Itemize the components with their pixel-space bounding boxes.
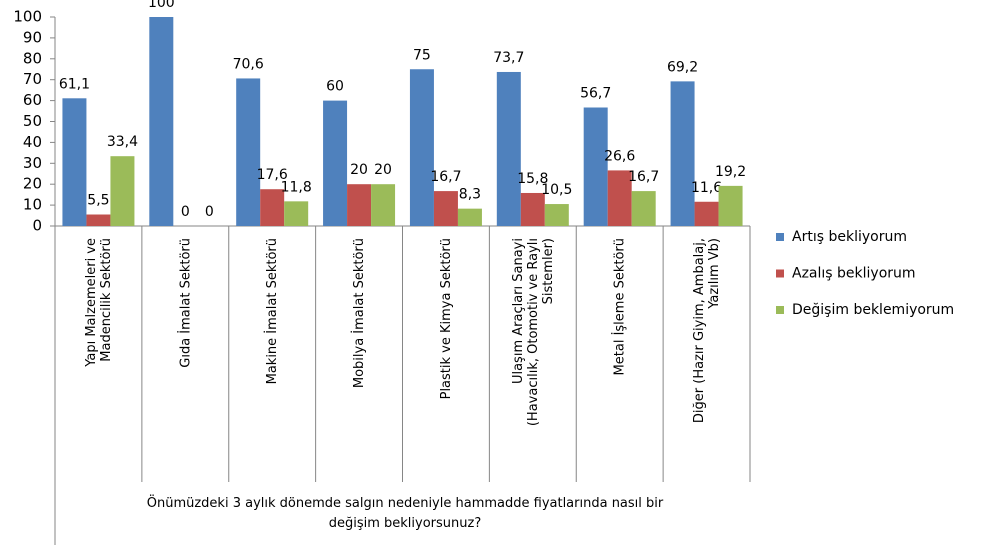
value-label: 100 xyxy=(148,0,175,11)
bar xyxy=(409,69,434,226)
bar xyxy=(433,191,458,226)
bar xyxy=(670,81,695,226)
x-tick-label: Makine İmalat Sektörü xyxy=(264,238,280,384)
value-label: 8,3 xyxy=(459,187,481,203)
bar xyxy=(631,191,656,226)
value-label: 69,2 xyxy=(667,59,698,75)
legend-swatch xyxy=(776,306,784,314)
value-label: 0 xyxy=(181,204,190,220)
value-label: 26,6 xyxy=(604,148,635,164)
y-tick-label: 40 xyxy=(23,133,42,151)
bar xyxy=(347,184,372,226)
value-label: 11,8 xyxy=(281,179,312,195)
legend-label: Değişim beklemiyorum xyxy=(792,302,954,318)
bar xyxy=(284,201,309,226)
bar xyxy=(544,204,569,226)
bar xyxy=(520,192,545,226)
y-tick-label: 60 xyxy=(23,91,42,109)
bar xyxy=(110,156,135,226)
x-tick-label: Ulaşım Araçları Sanayi(Havacılık, Otomot… xyxy=(510,238,555,426)
bar xyxy=(86,214,111,226)
y-tick-label: 90 xyxy=(23,28,42,46)
value-label: 60 xyxy=(326,79,344,95)
y-tick-label: 100 xyxy=(13,8,42,26)
y-tick-label: 20 xyxy=(23,175,42,193)
x-axis-title: Önümüzdeki 3 aylık dönemde salgın nedeni… xyxy=(147,494,664,531)
bar xyxy=(260,189,285,226)
y-tick-label: 70 xyxy=(23,70,42,88)
legend-label: Artış bekliyorum xyxy=(792,229,907,245)
y-tick-label: 80 xyxy=(23,49,42,67)
bar xyxy=(371,184,396,226)
value-label: 75 xyxy=(413,47,431,63)
x-tick-label: Diğer (Hazır Giyim, Ambalaj,Yazılım Vb) xyxy=(692,238,722,423)
y-tick-label: 10 xyxy=(23,196,42,214)
value-label: 33,4 xyxy=(107,134,138,150)
x-tick-label: Yapı Malzemeleri veMadencilik Sektörü xyxy=(83,238,113,368)
bar xyxy=(496,71,521,226)
x-tick-label: Mobilya İmalat Sektörü xyxy=(351,238,367,388)
value-label: 20 xyxy=(350,162,368,178)
bar xyxy=(457,208,482,226)
y-tick-label: 0 xyxy=(32,217,42,235)
legend-label: Azalış bekliyorum xyxy=(792,266,916,282)
bar xyxy=(607,170,632,226)
value-label: 10,5 xyxy=(541,182,572,198)
bar xyxy=(323,100,348,226)
bar xyxy=(718,185,743,226)
value-label: 0 xyxy=(205,204,214,220)
x-tick-label: Plastik ve Kimya Sektörü xyxy=(438,238,453,399)
value-label: 70,6 xyxy=(233,56,264,72)
bar xyxy=(62,98,87,226)
legend-swatch xyxy=(776,269,784,278)
value-label: 11,6 xyxy=(691,180,722,196)
y-tick-label: 50 xyxy=(23,112,42,130)
bar xyxy=(236,78,261,226)
value-label: 5,5 xyxy=(87,193,109,209)
value-label: 56,7 xyxy=(580,85,611,101)
y-tick-label: 30 xyxy=(23,154,42,172)
bar xyxy=(149,17,174,226)
value-label: 19,2 xyxy=(715,164,746,180)
legend-swatch xyxy=(776,233,784,241)
value-label: 20 xyxy=(374,162,392,178)
value-label: 16,7 xyxy=(430,169,461,185)
value-label: 16,7 xyxy=(628,169,659,185)
value-label: 61,1 xyxy=(59,76,90,92)
bar xyxy=(694,201,719,226)
x-tick-label: Metal İşleme Sektörü xyxy=(611,238,627,375)
value-label: 17,6 xyxy=(257,167,288,183)
x-tick-label: Gıda İmalat Sektörü xyxy=(177,238,193,368)
value-label: 73,7 xyxy=(493,50,524,66)
bar xyxy=(583,107,608,226)
value-label: 15,8 xyxy=(517,171,548,187)
